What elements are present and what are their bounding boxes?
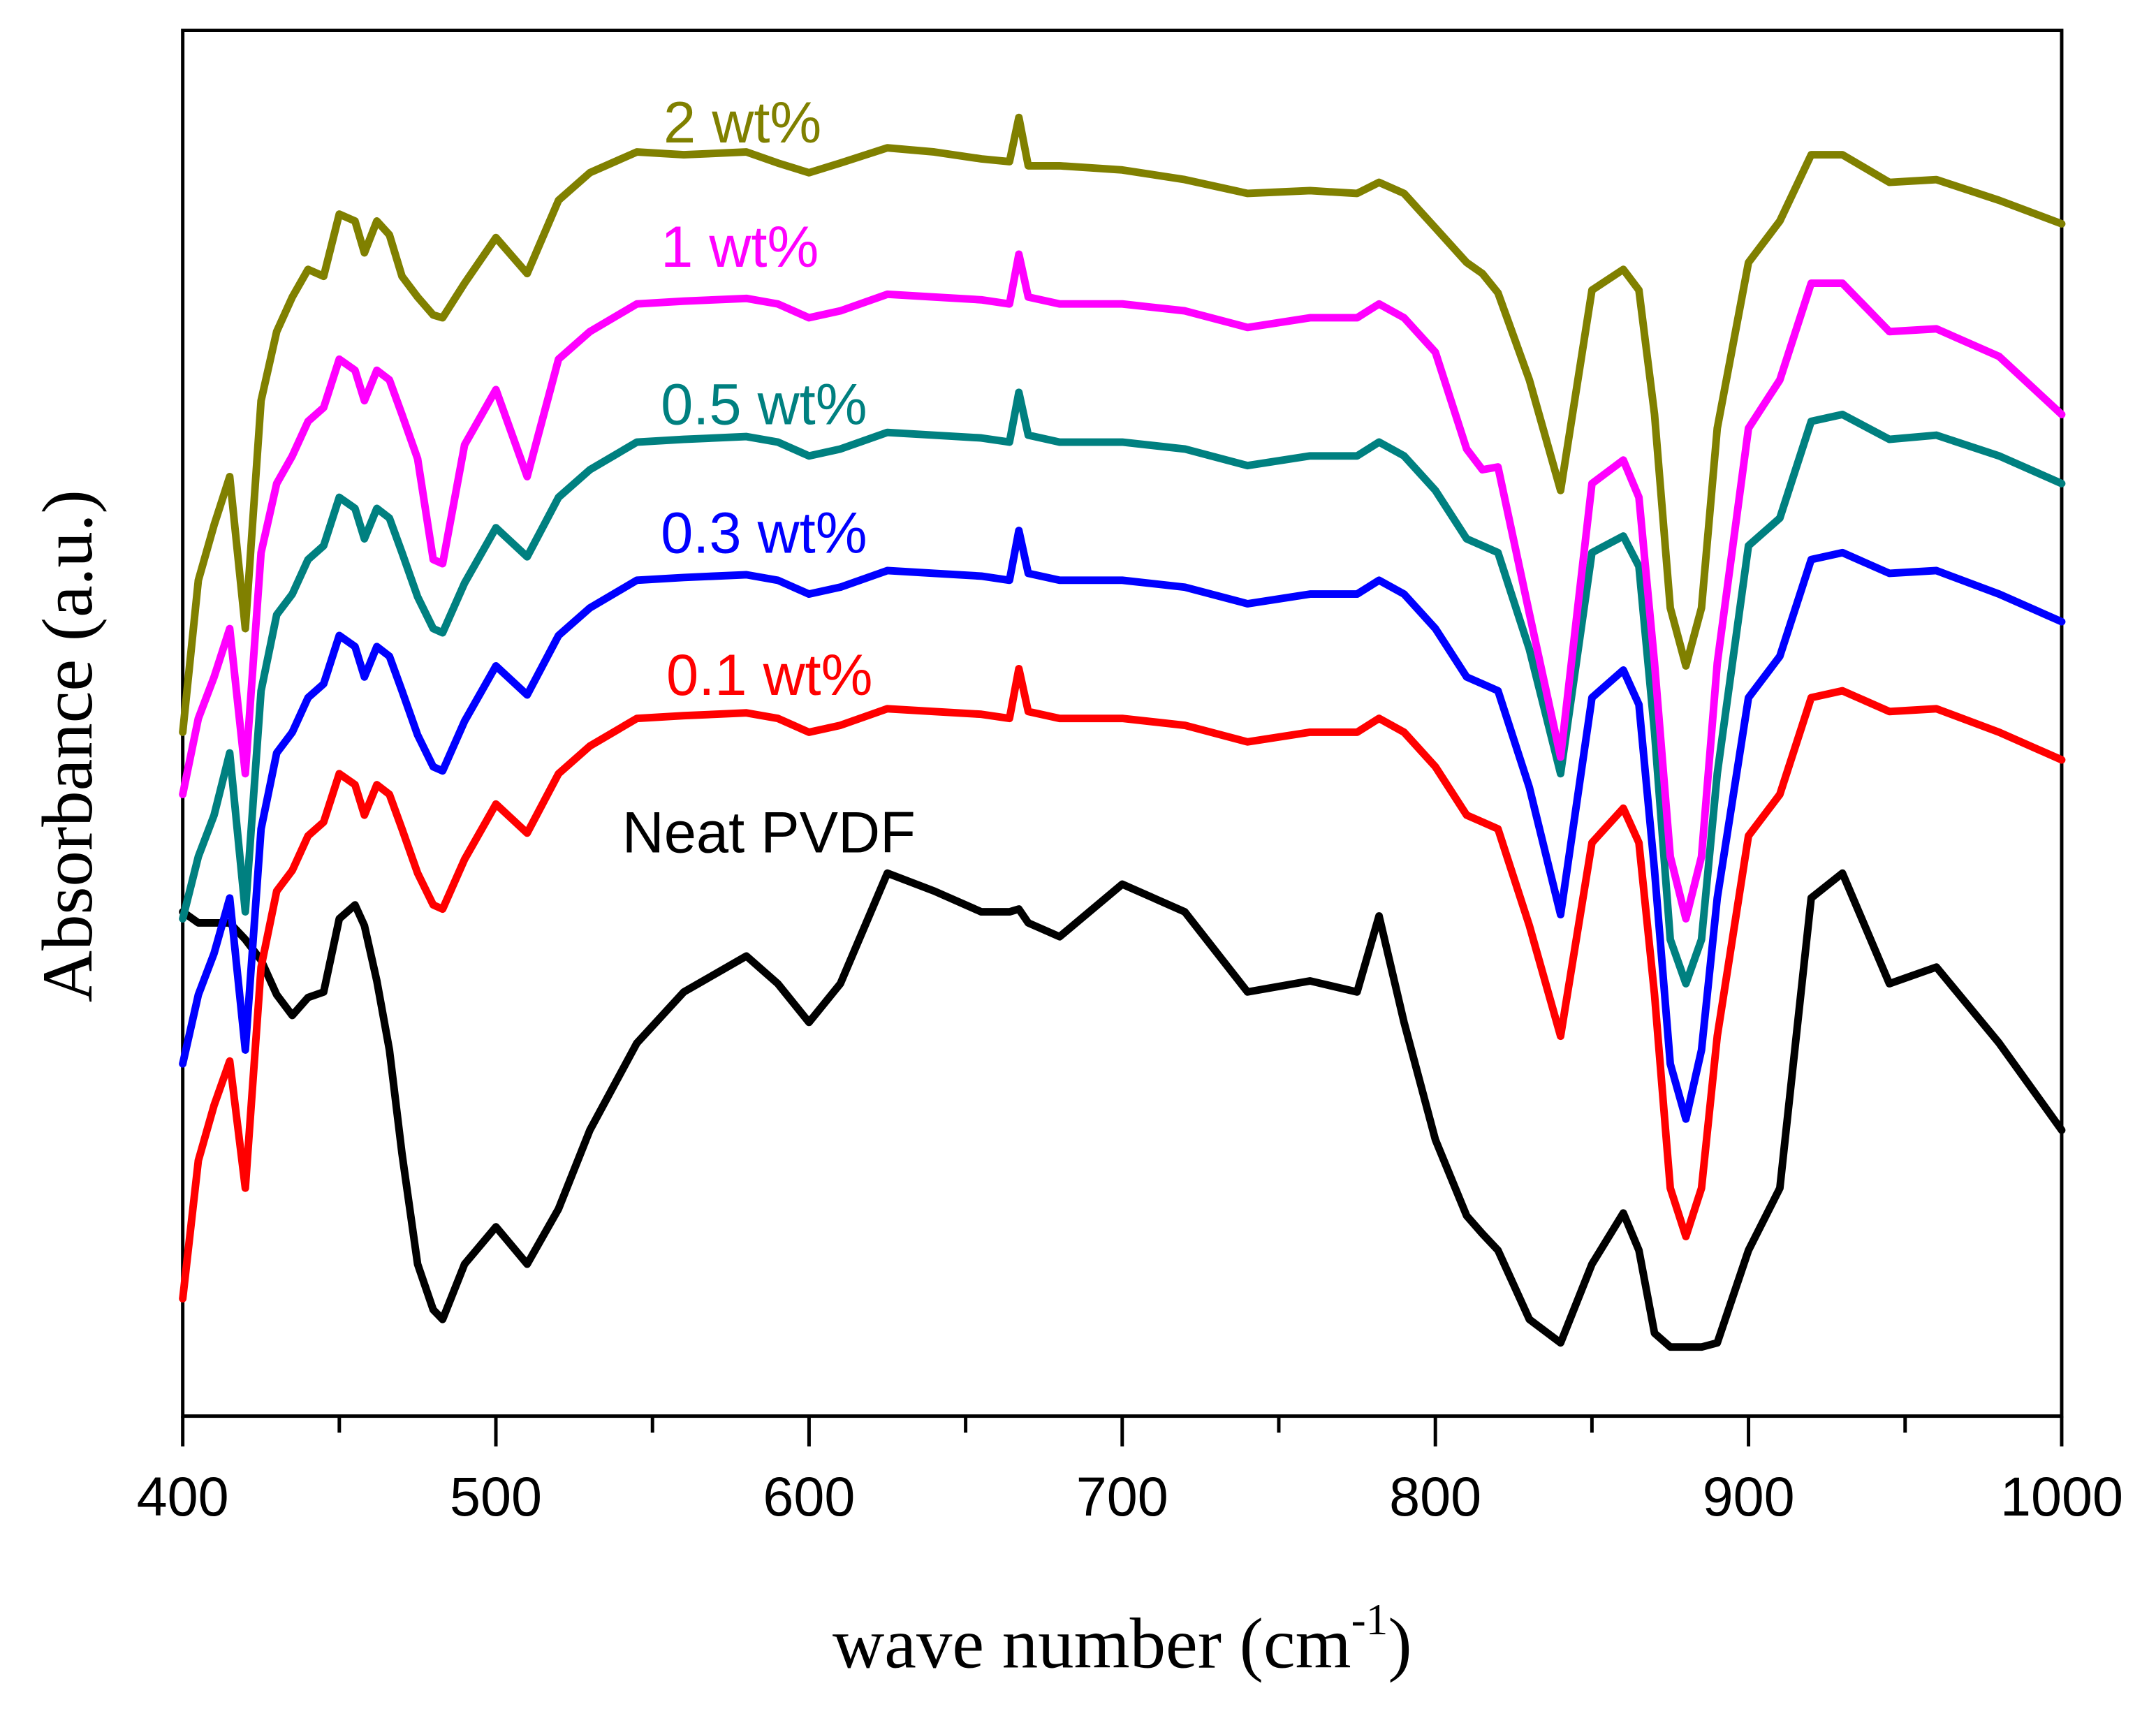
series-label-0-5wt: 0.5 wt%	[661, 372, 867, 437]
x-axis-title-main: wave number (cm	[833, 1604, 1351, 1684]
y-axis-title: Absorbance (a.u.)	[28, 490, 108, 1002]
x-tick-label: 1000	[2000, 1465, 2123, 1527]
series-line-0-3-wt-	[179, 527, 2066, 1123]
x-tick-label: 600	[763, 1465, 855, 1527]
series-line-0-5-wt-	[179, 388, 2066, 988]
series-line-1-wt-	[179, 250, 2066, 923]
series-label-neat-pvdf: Neat PVDF	[622, 800, 916, 865]
x-tick-label: 400	[137, 1465, 229, 1527]
series-line-0-1-wt-	[179, 664, 2066, 1303]
x-axis-ticks	[181, 1416, 2064, 1447]
x-tick-label: 700	[1076, 1465, 1168, 1527]
series-line-2-wt-	[179, 113, 2066, 736]
x-tick-label: 900	[1703, 1465, 1795, 1527]
x-tick-label: 800	[1389, 1465, 1481, 1527]
x-axis-title-superscript: -1	[1351, 1595, 1388, 1644]
x-tick-label: 500	[450, 1465, 542, 1527]
series-label-0-1wt: 0.1 wt%	[666, 643, 873, 707]
series-label-2wt: 2 wt%	[663, 90, 821, 155]
x-axis-title-close: )	[1388, 1604, 1411, 1684]
series-lines	[179, 113, 2066, 1351]
series-label-1wt: 1 wt%	[661, 214, 819, 279]
series-line-neat-pvdf	[179, 869, 2066, 1351]
series-label-0-3wt: 0.3 wt%	[661, 500, 867, 565]
x-axis-tick-labels: 400 500 600 700 800 900 1000	[137, 1465, 2123, 1527]
x-axis-title: wave number (cm-1)	[833, 1595, 1412, 1683]
